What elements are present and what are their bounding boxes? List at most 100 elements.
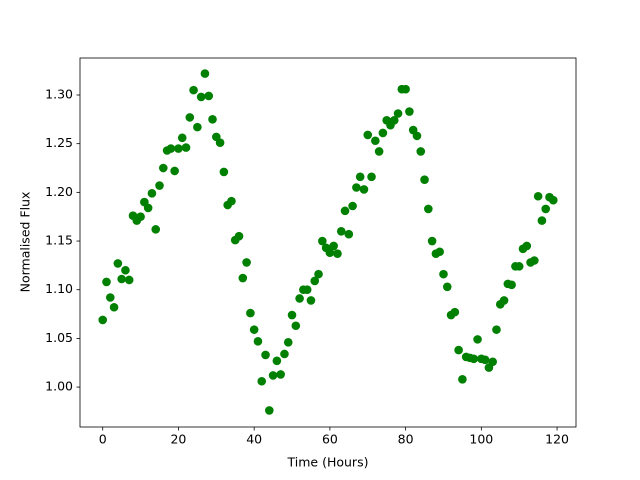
point xyxy=(177,133,187,143)
point xyxy=(355,172,365,182)
point xyxy=(155,181,164,190)
point xyxy=(492,325,501,334)
point xyxy=(427,236,437,246)
point xyxy=(450,307,460,317)
point xyxy=(344,229,354,239)
point xyxy=(480,355,490,365)
point xyxy=(389,116,399,125)
point xyxy=(261,350,270,360)
point xyxy=(378,128,388,138)
x-tick-label: 100 xyxy=(469,432,493,447)
point xyxy=(310,276,320,286)
plot-frame xyxy=(79,57,577,428)
point xyxy=(98,315,108,325)
point xyxy=(227,196,236,206)
point xyxy=(340,206,350,216)
y-tick-label: 1.15 xyxy=(45,233,73,248)
point xyxy=(435,247,444,257)
x-tick-label: 80 xyxy=(398,432,414,447)
point xyxy=(329,241,338,251)
point xyxy=(170,166,179,176)
point xyxy=(238,273,248,283)
point xyxy=(363,130,373,140)
point xyxy=(268,371,278,380)
point xyxy=(246,308,255,318)
point xyxy=(215,138,225,148)
point xyxy=(189,85,198,95)
point xyxy=(302,285,312,295)
point xyxy=(283,337,293,347)
point xyxy=(143,203,153,213)
point xyxy=(367,172,376,182)
point xyxy=(204,91,214,101)
point xyxy=(265,406,274,415)
point xyxy=(185,113,195,122)
point xyxy=(291,321,301,331)
point xyxy=(401,84,410,94)
point xyxy=(325,248,335,258)
point xyxy=(548,195,558,205)
point xyxy=(530,256,539,265)
point xyxy=(318,236,327,246)
point xyxy=(121,265,130,275)
point xyxy=(499,296,509,305)
point xyxy=(393,109,403,118)
point xyxy=(537,216,547,225)
point xyxy=(181,143,191,152)
point xyxy=(514,262,524,271)
point xyxy=(280,349,289,359)
point xyxy=(416,147,426,156)
point xyxy=(234,231,244,241)
point xyxy=(469,354,479,364)
point xyxy=(424,204,433,214)
point xyxy=(533,191,543,201)
x-tick-label: 0 xyxy=(99,432,107,447)
x-tick-label: 20 xyxy=(170,432,186,447)
point xyxy=(442,282,452,292)
point xyxy=(306,296,316,305)
point xyxy=(102,277,111,287)
y-axis-label: Normalised Flux xyxy=(18,192,33,293)
point xyxy=(113,259,123,268)
point xyxy=(117,274,126,284)
point xyxy=(166,144,176,153)
point xyxy=(439,269,448,279)
point xyxy=(249,325,259,334)
point xyxy=(158,163,168,173)
point xyxy=(208,115,217,124)
point xyxy=(371,136,380,146)
point xyxy=(193,122,202,132)
point xyxy=(253,337,263,346)
point xyxy=(314,269,323,279)
point xyxy=(458,374,467,384)
point xyxy=(257,376,267,386)
point xyxy=(151,225,161,234)
point xyxy=(405,107,414,116)
point xyxy=(359,185,369,194)
point xyxy=(287,310,297,320)
point xyxy=(473,335,482,344)
point xyxy=(200,69,210,78)
point xyxy=(272,356,282,366)
point xyxy=(136,212,145,221)
point xyxy=(124,275,134,285)
point xyxy=(507,280,516,290)
point xyxy=(348,201,357,211)
point xyxy=(295,294,304,303)
point xyxy=(522,241,532,251)
x-axis-label: Time (Hours) xyxy=(287,455,369,470)
x-tick-label: 120 xyxy=(545,432,569,447)
y-tick-label: 1.30 xyxy=(45,86,73,101)
y-tick-label: 1.25 xyxy=(45,135,73,150)
point xyxy=(352,183,361,192)
y-tick-label: 1.10 xyxy=(45,281,73,296)
point xyxy=(336,227,346,236)
point xyxy=(105,293,115,302)
point xyxy=(276,370,285,379)
point xyxy=(109,302,119,312)
point xyxy=(333,249,342,258)
point xyxy=(420,175,429,185)
point xyxy=(541,204,551,214)
point xyxy=(219,167,229,177)
